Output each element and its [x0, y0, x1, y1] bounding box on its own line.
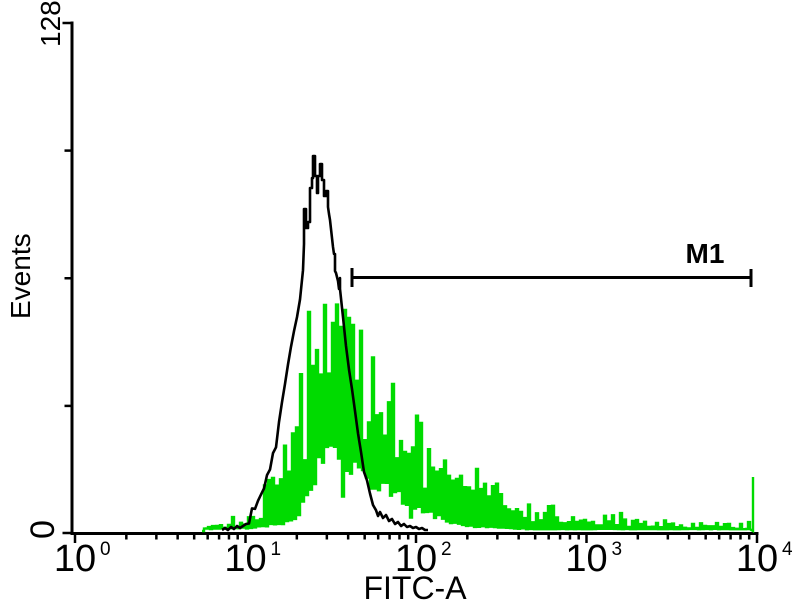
svg-text:0: 0: [100, 539, 111, 560]
svg-text:10: 10: [736, 538, 778, 580]
svg-text:0: 0: [24, 520, 62, 539]
svg-text:FITC-A: FITC-A: [363, 570, 467, 600]
svg-text:Events: Events: [5, 233, 36, 319]
svg-text:128: 128: [35, 0, 66, 47]
svg-text:3: 3: [612, 539, 623, 560]
svg-text:10: 10: [565, 538, 607, 580]
svg-text:10: 10: [224, 538, 266, 580]
svg-text:10: 10: [54, 538, 96, 580]
svg-text:2: 2: [441, 539, 452, 560]
svg-text:4: 4: [782, 539, 793, 560]
svg-text:10: 10: [395, 538, 437, 580]
svg-text:1: 1: [271, 539, 282, 560]
svg-text:M1: M1: [686, 238, 725, 269]
